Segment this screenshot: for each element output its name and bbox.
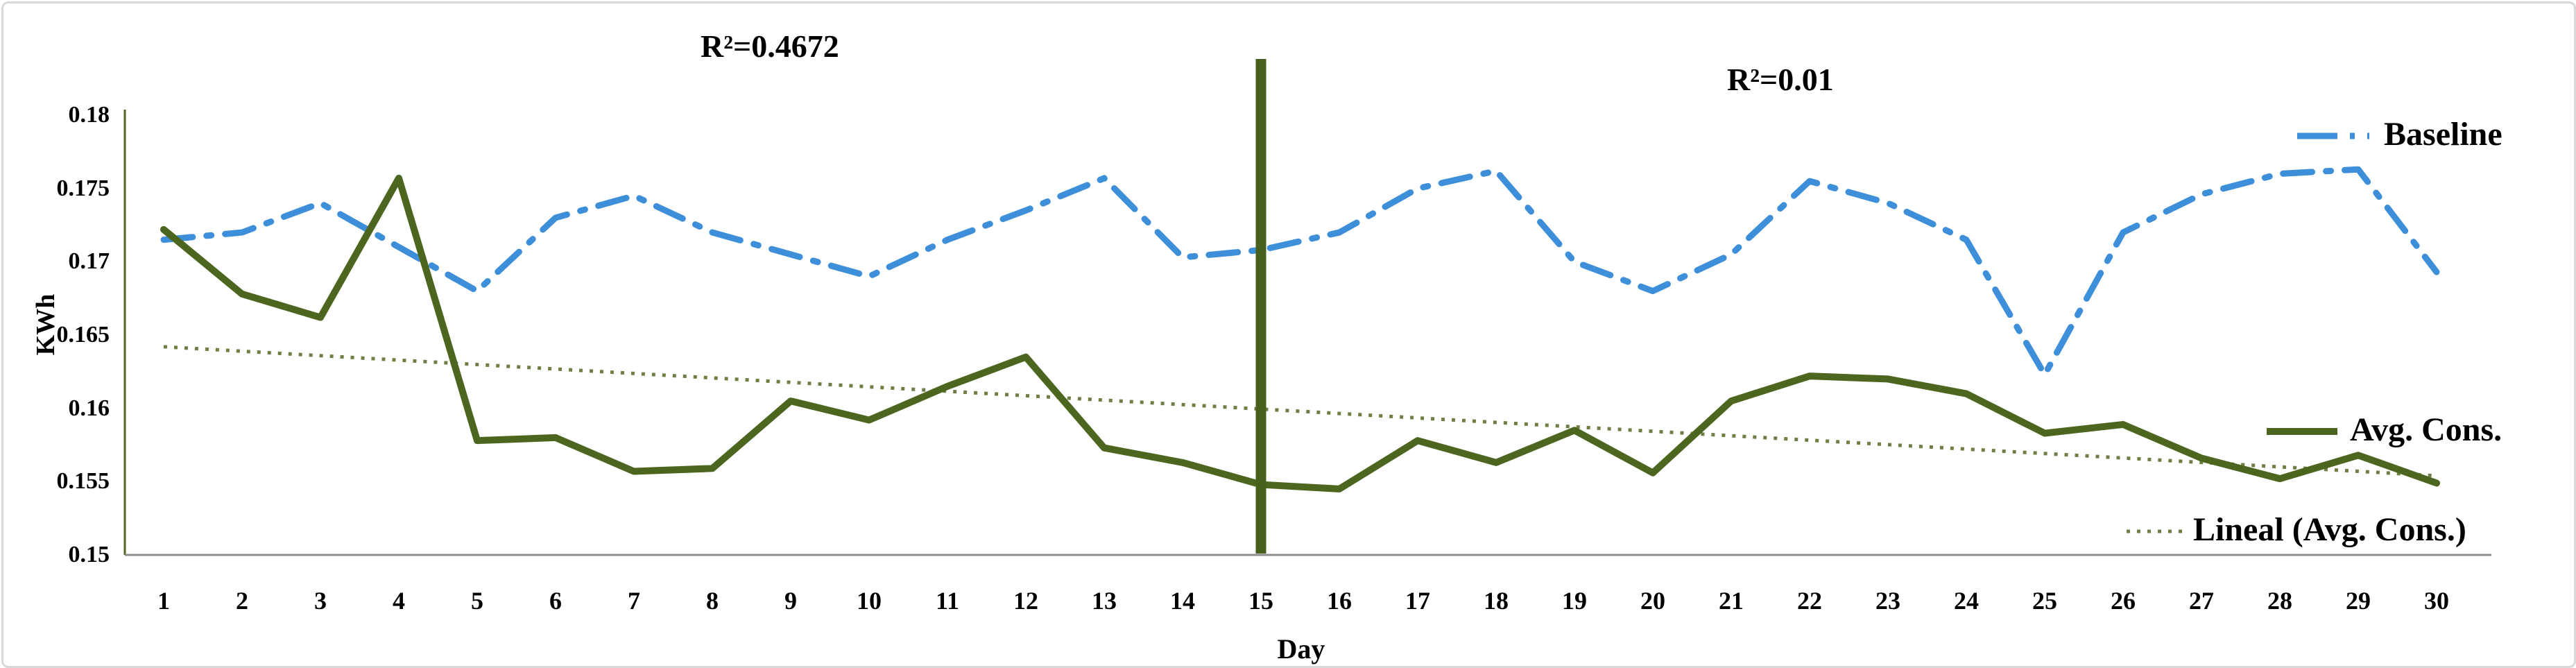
x-tick-label-27: 27 bbox=[2189, 587, 2214, 615]
x-tick-label-25: 25 bbox=[2032, 587, 2057, 615]
y-tick-label-0.155: 0.155 bbox=[56, 468, 110, 495]
x-tick-label-20: 20 bbox=[1640, 587, 1665, 615]
x-tick-label-9: 9 bbox=[784, 587, 797, 615]
legend-label-avg-cons: Avg. Cons. bbox=[2350, 411, 2502, 448]
x-tick-label-3: 3 bbox=[314, 587, 327, 615]
y-tick-label-0.16: 0.16 bbox=[68, 395, 110, 421]
x-tick-label-10: 10 bbox=[857, 587, 882, 615]
x-tick-label-30: 30 bbox=[2424, 587, 2449, 615]
x-tick-label-7: 7 bbox=[628, 587, 640, 615]
x-tick-label-19: 19 bbox=[1562, 587, 1587, 615]
x-tick-label-13: 13 bbox=[1092, 587, 1117, 615]
x-tick-label-18: 18 bbox=[1484, 587, 1509, 615]
x-tick-label-28: 28 bbox=[2267, 587, 2292, 615]
y-tick-label-0.17: 0.17 bbox=[68, 248, 110, 275]
legend-label-lineal: Lineal (Avg. Cons.) bbox=[2193, 511, 2466, 548]
y-tick-label-0.18: 0.18 bbox=[68, 102, 110, 128]
x-tick-label-17: 17 bbox=[1405, 587, 1430, 615]
x-tick-label-6: 6 bbox=[549, 587, 562, 615]
x-tick-label-29: 29 bbox=[2346, 587, 2371, 615]
r-squared-annotation-left: R²=0.4672 bbox=[701, 28, 839, 64]
trend-line-lineal bbox=[163, 345, 2437, 478]
x-tick-label-21: 21 bbox=[1719, 587, 1744, 615]
x-tick-label-4: 4 bbox=[393, 587, 405, 615]
r-squared-annotation-right: R²=0.01 bbox=[1727, 62, 1834, 97]
legend-label-baseline: Baseline bbox=[2384, 116, 2502, 153]
x-tick-label-24: 24 bbox=[1954, 587, 1979, 615]
x-tick-label-11: 11 bbox=[935, 587, 959, 615]
y-tick-label-0.15: 0.15 bbox=[68, 542, 110, 567]
x-tick-label-15: 15 bbox=[1248, 587, 1273, 615]
series-line-avg-cons bbox=[160, 174, 2440, 493]
x-tick-label-23: 23 bbox=[1875, 587, 1900, 615]
series-line-baseline bbox=[160, 166, 2440, 378]
x-axis-title: Day bbox=[1277, 633, 1325, 665]
x-tick-label-14: 14 bbox=[1170, 587, 1195, 615]
x-tick-label-16: 16 bbox=[1327, 587, 1352, 615]
y-tick-label-0.165: 0.165 bbox=[56, 322, 110, 348]
x-tick-label-1: 1 bbox=[157, 587, 170, 615]
x-tick-label-22: 22 bbox=[1797, 587, 1822, 615]
y-tick-label-0.175: 0.175 bbox=[56, 175, 110, 201]
x-tick-label-8: 8 bbox=[706, 587, 719, 615]
x-tick-label-5: 5 bbox=[471, 587, 483, 615]
x-tick-label-12: 12 bbox=[1013, 587, 1038, 615]
x-tick-label-2: 2 bbox=[236, 587, 248, 615]
x-tick-label-26: 26 bbox=[2111, 587, 2136, 615]
